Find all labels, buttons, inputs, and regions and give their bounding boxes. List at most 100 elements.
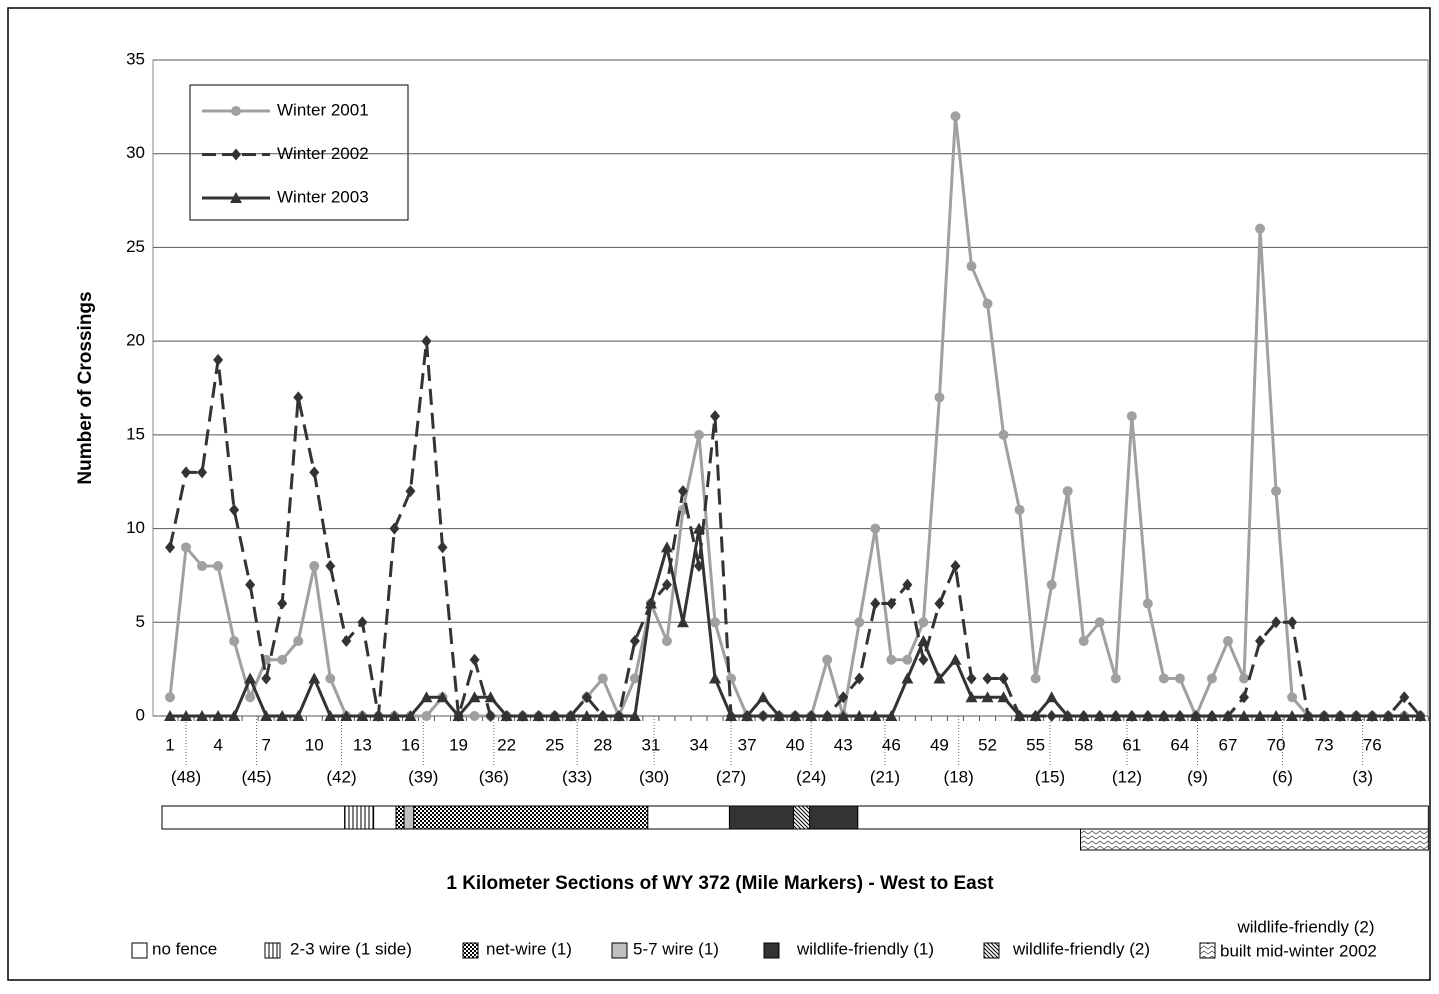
point — [886, 597, 897, 610]
point — [197, 561, 208, 572]
point — [1255, 635, 1266, 648]
point — [229, 503, 240, 516]
fence-legend-label: wildlife-friendly (1) — [796, 939, 934, 958]
point — [484, 691, 497, 703]
point — [870, 597, 881, 610]
point — [901, 672, 914, 684]
mile-marker-label: (30) — [639, 767, 669, 786]
point — [660, 541, 673, 553]
fence-legend-swatch — [264, 942, 281, 959]
point — [293, 636, 304, 647]
x-tick-label: 40 — [786, 735, 805, 754]
fence-legend-swatch — [131, 942, 148, 959]
point — [726, 673, 737, 684]
point — [1287, 616, 1298, 629]
point — [276, 710, 289, 721]
point — [292, 710, 305, 721]
point — [420, 691, 433, 703]
y-tick-label: 25 — [126, 237, 145, 256]
point — [388, 710, 401, 721]
x-tick-label: 37 — [738, 735, 757, 754]
point — [581, 691, 592, 704]
point — [1205, 710, 1218, 721]
point — [934, 597, 945, 610]
point — [309, 561, 320, 572]
point — [548, 710, 561, 721]
point — [1270, 710, 1283, 721]
fence-legend-label: 5-7 wire (1) — [633, 939, 719, 958]
point — [789, 710, 802, 721]
x-tick-label: 52 — [978, 735, 997, 754]
point — [500, 710, 513, 721]
mile-marker-label: (48) — [171, 767, 201, 786]
y-tick-label: 20 — [126, 331, 145, 350]
point — [773, 710, 786, 721]
point — [1414, 710, 1427, 721]
x-tick-label: 61 — [1122, 735, 1141, 754]
point — [1174, 673, 1185, 684]
point — [165, 692, 175, 703]
x-tick-label: 13 — [353, 735, 372, 754]
fence-segment — [857, 805, 1429, 830]
legend-marker — [231, 148, 241, 161]
point — [950, 560, 961, 573]
point — [629, 635, 640, 648]
point — [997, 691, 1010, 703]
x-tick-label: 22 — [497, 735, 516, 754]
point — [886, 654, 897, 665]
point — [469, 711, 480, 721]
mile-marker-label: (3) — [1352, 767, 1373, 786]
point — [340, 710, 353, 721]
point — [1255, 223, 1266, 234]
fence-segment — [413, 805, 649, 830]
point — [164, 710, 176, 721]
legend-label: Winter 2003 — [277, 187, 369, 206]
fence-segment — [809, 805, 859, 830]
point — [982, 672, 993, 685]
point — [293, 391, 304, 404]
point — [1062, 486, 1073, 497]
fence-legend-swatch — [763, 942, 780, 959]
point — [596, 710, 609, 721]
point — [597, 673, 608, 684]
fence-legend-swatch — [462, 942, 479, 959]
point — [213, 561, 224, 572]
x-tick-label: 25 — [545, 735, 564, 754]
y-tick-label: 35 — [126, 49, 145, 68]
point — [902, 654, 913, 665]
x-tick-label: 31 — [641, 735, 660, 754]
x-tick-label: 46 — [882, 735, 901, 754]
frame — [7, 7, 1431, 981]
point — [1173, 710, 1186, 721]
fence-legend-label: no fence — [152, 939, 217, 958]
x-tick-label: 49 — [930, 735, 949, 754]
point — [758, 710, 769, 722]
x-tick-label: 10 — [305, 735, 324, 754]
point — [1157, 710, 1170, 721]
point — [854, 672, 865, 685]
x-tick-label: 19 — [449, 735, 468, 754]
point — [821, 710, 834, 721]
point — [389, 522, 400, 535]
point — [1287, 692, 1298, 703]
x-tick-label: 64 — [1170, 735, 1189, 754]
mile-marker-label: (33) — [562, 767, 592, 786]
x-tick-label: 70 — [1267, 735, 1286, 754]
point — [1222, 636, 1233, 647]
point — [197, 466, 208, 479]
x-tick-label: 4 — [213, 735, 222, 754]
point — [1206, 673, 1217, 684]
x-tick-label: 28 — [593, 735, 612, 754]
point — [309, 466, 320, 479]
point — [870, 523, 881, 534]
fence-legend-swatch — [611, 942, 628, 959]
point — [1093, 710, 1106, 721]
point — [757, 691, 770, 703]
point — [1141, 710, 1154, 721]
point — [564, 710, 577, 721]
point — [1238, 710, 1251, 721]
point — [1078, 636, 1089, 647]
point — [629, 673, 640, 684]
point — [1029, 710, 1042, 721]
